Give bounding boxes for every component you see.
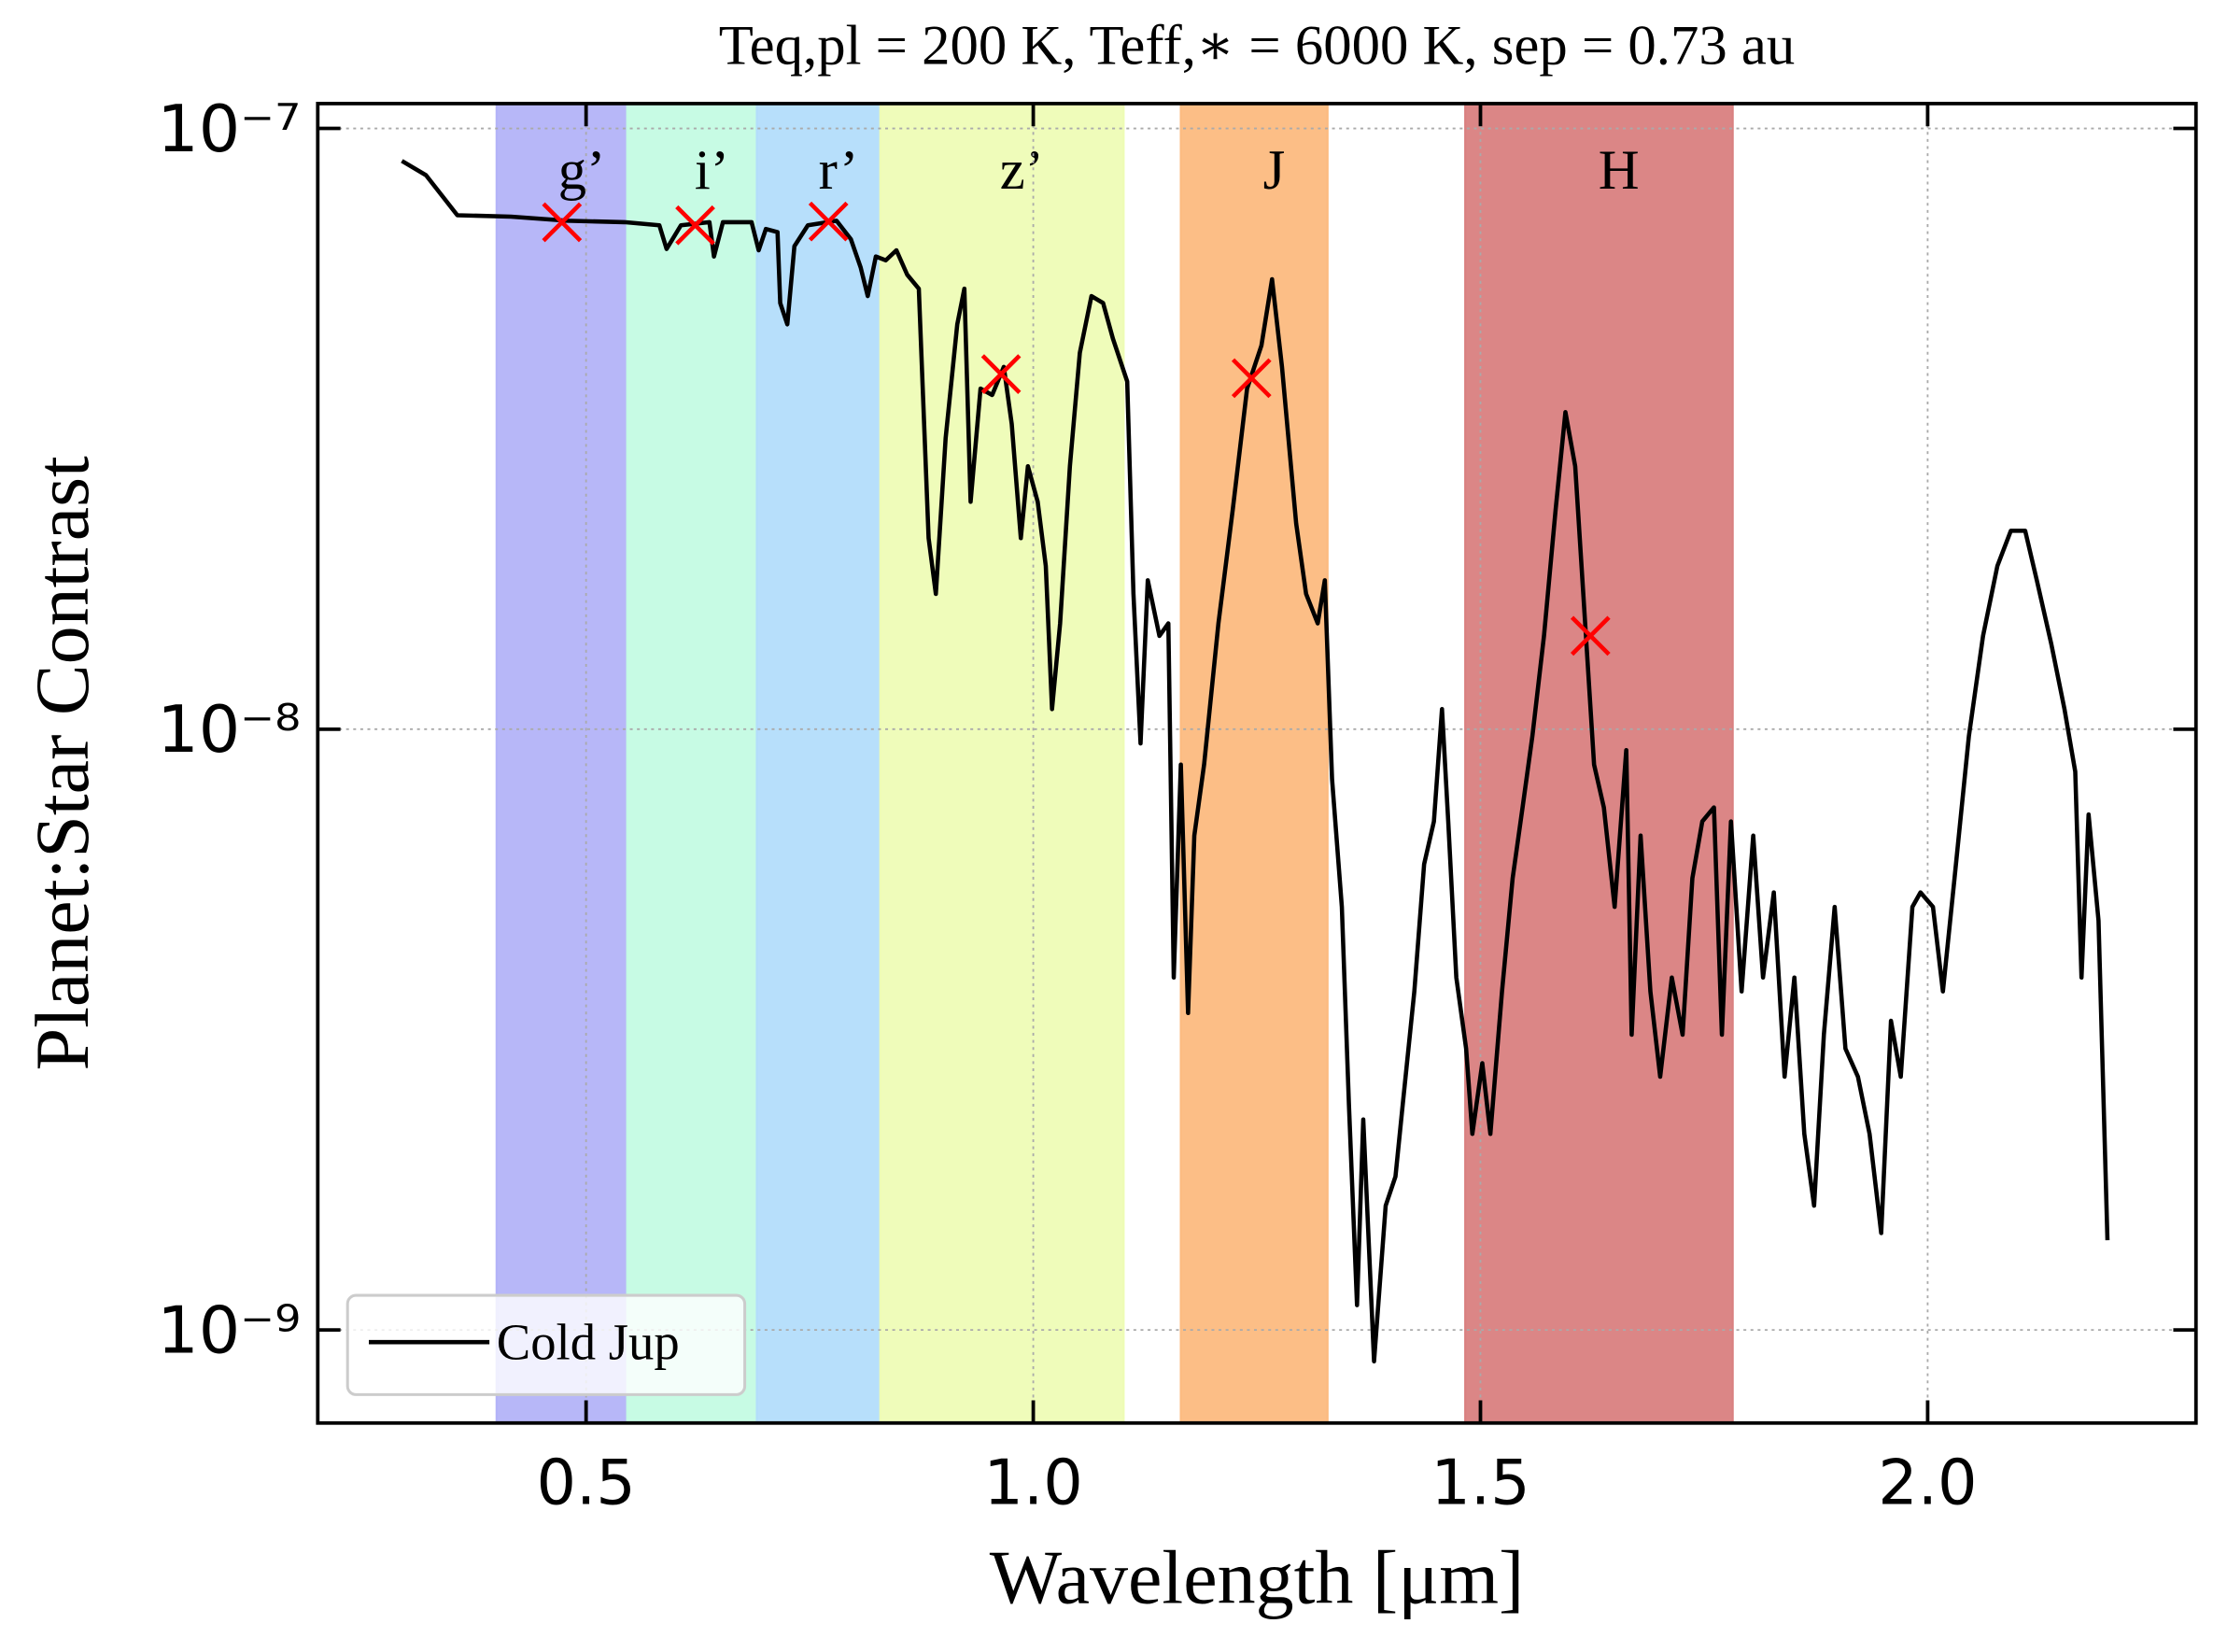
filter-band xyxy=(879,102,1125,1424)
filter-band xyxy=(1464,102,1734,1424)
x-tick-label: 0.5 xyxy=(537,1446,636,1518)
x-axis-label: Wavelength [μm] xyxy=(990,1535,1525,1620)
plot-frame xyxy=(316,102,2198,1425)
filter-band xyxy=(495,102,628,1424)
band-marker xyxy=(1231,358,1272,399)
band-label: r’ xyxy=(819,139,859,202)
band-label: J xyxy=(1263,139,1286,202)
filter-band xyxy=(755,102,881,1424)
band-marker xyxy=(980,354,1022,394)
spectrum-line xyxy=(401,159,2110,1363)
y-tick-label: 10⁻⁹ xyxy=(157,1292,301,1368)
x-tick-label: 1.5 xyxy=(1431,1446,1529,1518)
legend-box xyxy=(345,1293,747,1396)
chart-title: Teq,pl = 200 K, Teff,∗ = 6000 K, sep = 0… xyxy=(719,14,1795,77)
band-marker xyxy=(542,202,583,243)
filter-band xyxy=(626,102,758,1424)
y-tick-label: 10⁻⁷ xyxy=(157,92,301,167)
y-axis-label: Planet:Star Contrast xyxy=(20,456,105,1071)
y-tick-label: 10⁻⁸ xyxy=(157,692,301,768)
band-label: H xyxy=(1599,139,1640,202)
band-label: z’ xyxy=(1000,139,1044,202)
band-marker xyxy=(808,201,849,242)
band-marker xyxy=(675,205,715,246)
band-label: g’ xyxy=(558,139,606,202)
band-label: i’ xyxy=(695,139,729,202)
band-marker xyxy=(1570,615,1611,657)
legend-label: Cold Jup xyxy=(497,1313,680,1370)
x-tick-label: 1.0 xyxy=(983,1446,1082,1518)
x-tick-label: 2.0 xyxy=(1878,1446,1977,1518)
